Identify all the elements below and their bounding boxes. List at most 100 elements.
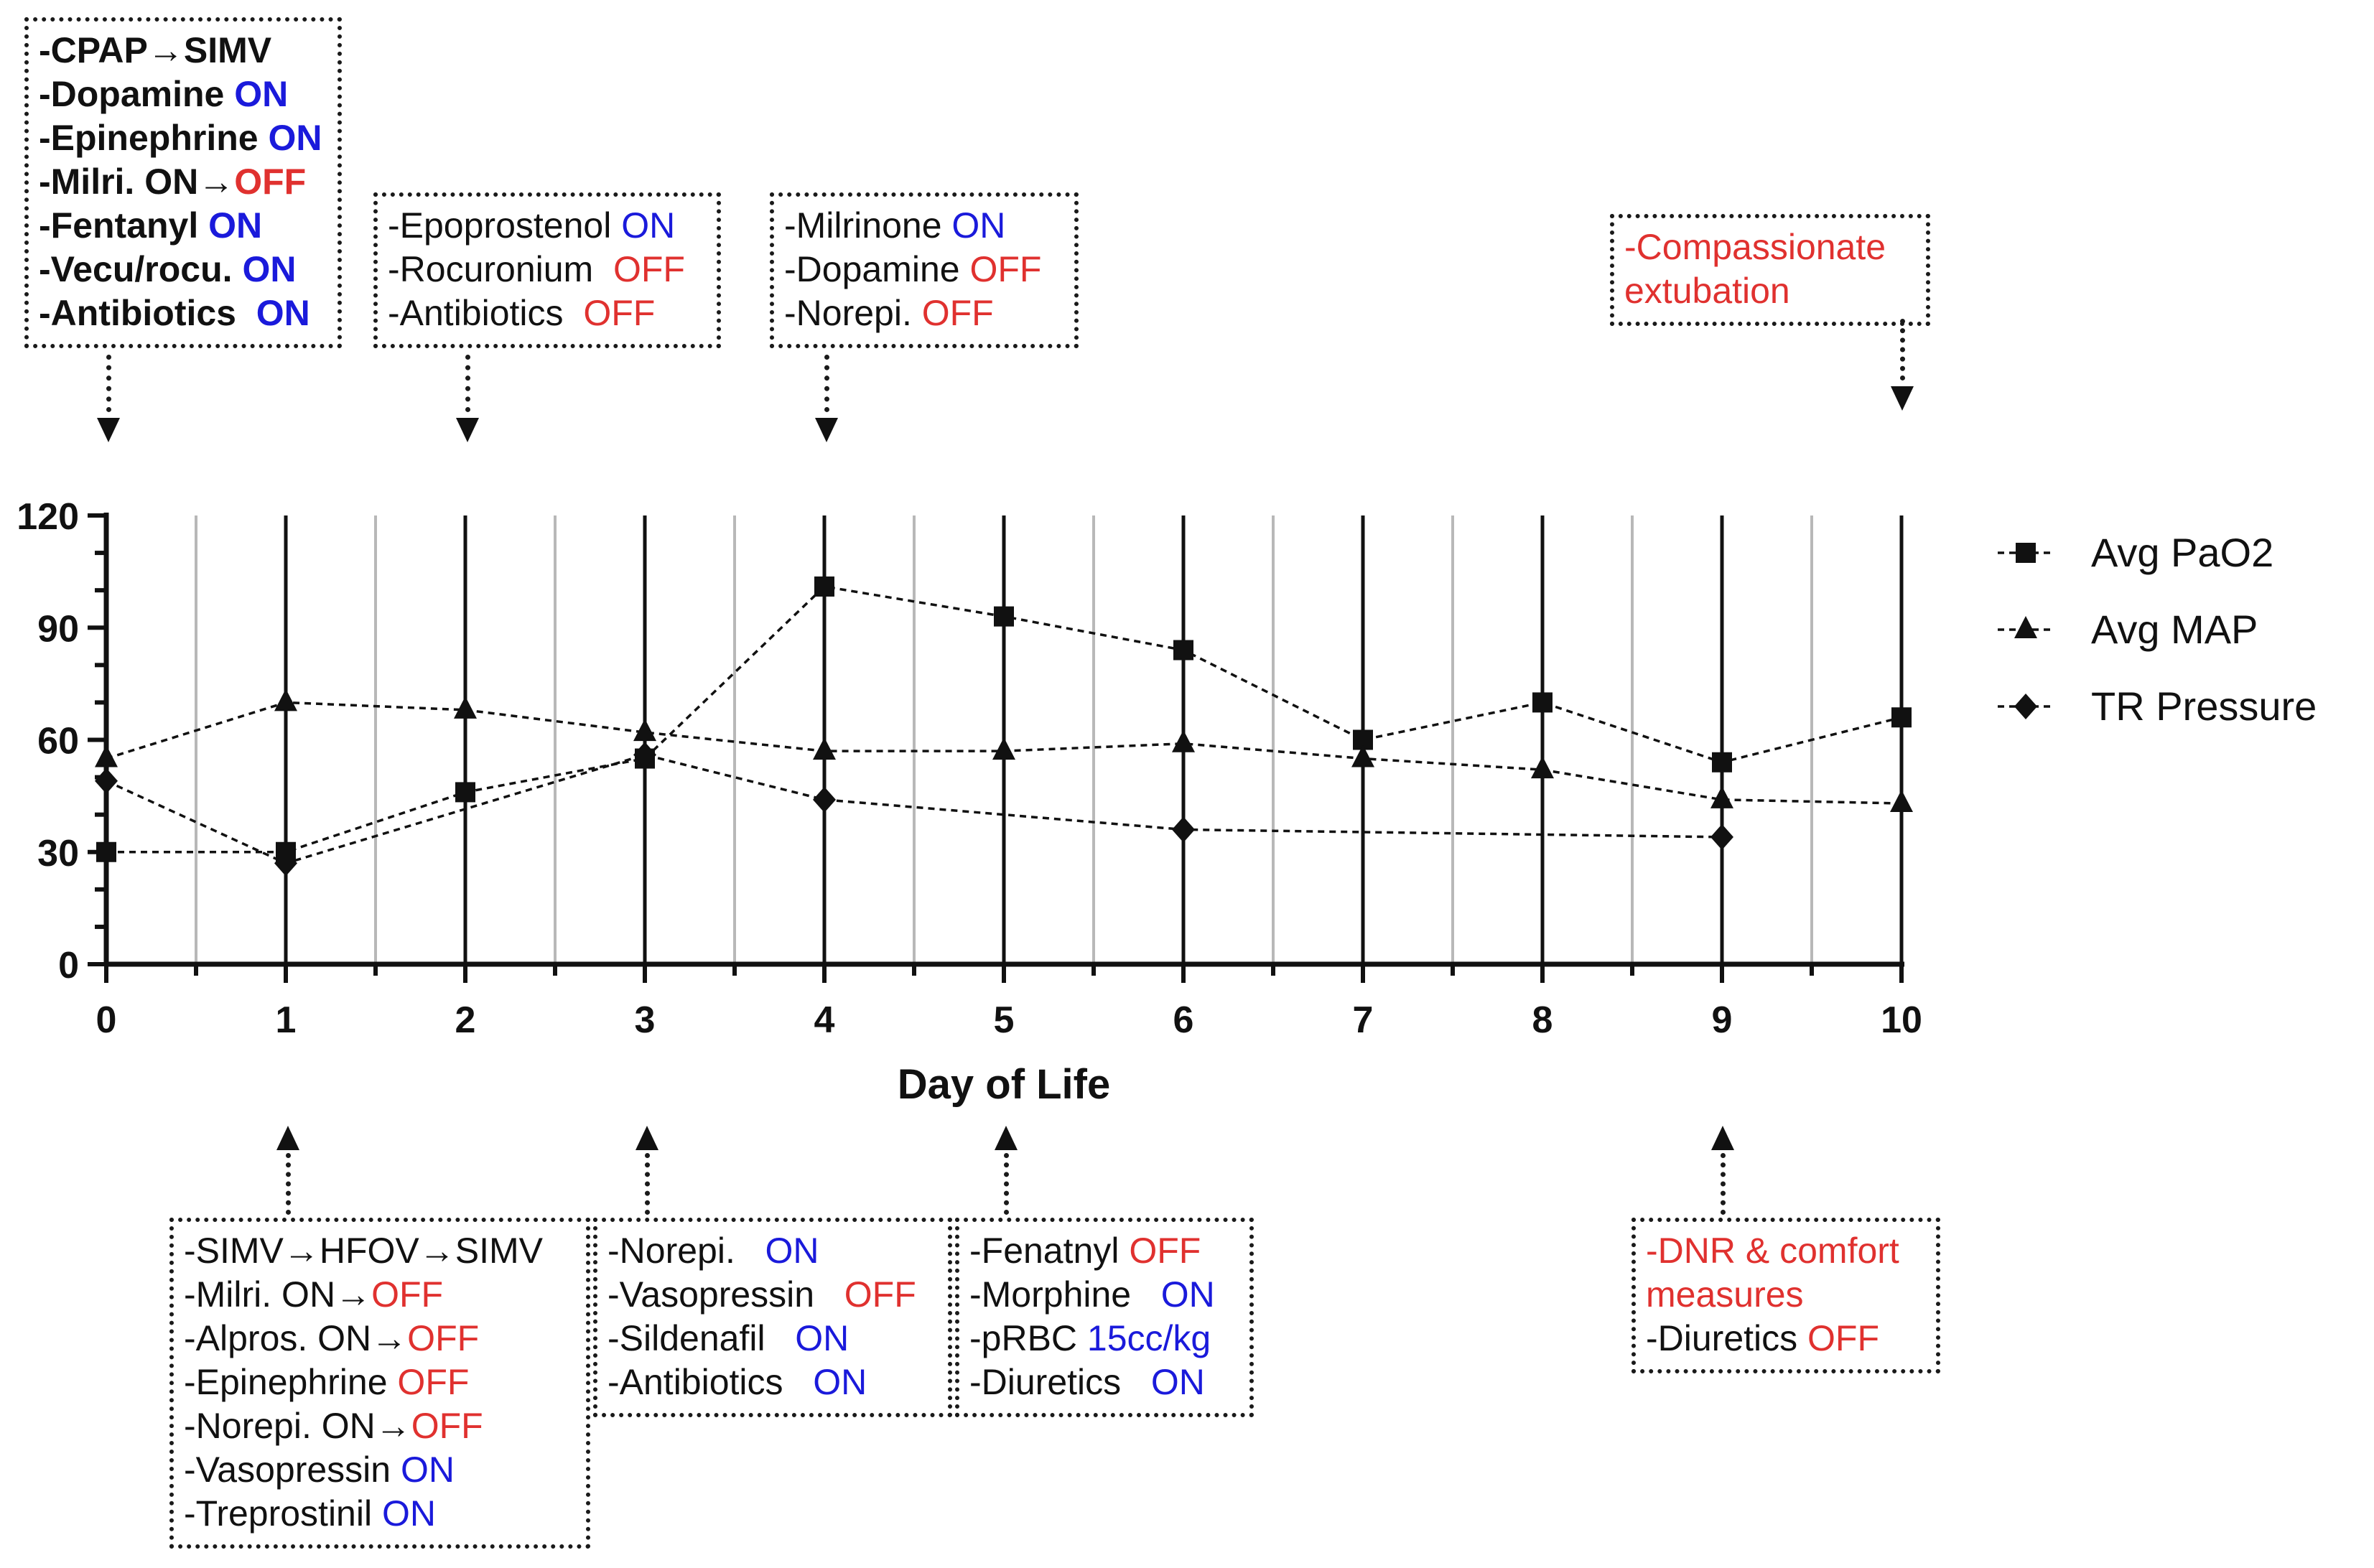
arrow-day2	[465, 355, 470, 412]
annotation-line: -Dopamine OFF	[784, 248, 1064, 291]
arrow-day10	[1900, 319, 1905, 381]
annotation-line: -Epinephrine OFF	[184, 1361, 576, 1404]
annotation-line: -Antibiotics OFF	[388, 291, 707, 335]
data-point	[633, 742, 656, 768]
data-point	[813, 737, 836, 760]
annotation-text: -Epinephrine	[39, 118, 269, 158]
data-point	[274, 850, 297, 877]
y-tick-label: 30	[37, 833, 79, 874]
status-off: OFF	[397, 1362, 470, 1402]
data-point	[454, 696, 477, 719]
data-point	[274, 689, 297, 711]
status-on: ON	[951, 205, 1006, 246]
status-off: -Compassionate	[1624, 227, 1886, 267]
arrow-day0	[106, 355, 111, 412]
annotation-line: -Antibiotics ON	[39, 291, 327, 335]
status-off: OFF	[583, 293, 656, 333]
legend-label: TR Pressure	[2091, 683, 2317, 729]
series-tr-pressure	[95, 742, 1733, 877]
data-point	[1173, 640, 1193, 661]
annotation-line: -Sildenafil ON	[608, 1317, 938, 1361]
annotation-text: -Epoprostenol	[388, 205, 622, 246]
series-avg-pao2	[96, 576, 1912, 862]
axis-labels: 0 30 60 90 120 0 1 2 3 4 5 6 7 8 9 10 Day of Life	[17, 496, 1922, 1108]
legend-marker	[2014, 694, 2037, 719]
status-on: ON	[400, 1450, 455, 1490]
status-off: OFF	[969, 249, 1042, 289]
data-point	[95, 745, 118, 767]
status-off: OFF	[234, 162, 307, 202]
annotation-text: -Sildenafil	[608, 1318, 796, 1358]
annotation-line: -CPAP→SIMV	[39, 29, 327, 73]
arrow-day5	[1004, 1153, 1009, 1215]
data-point	[95, 767, 118, 794]
x-tick-label: 4	[814, 999, 835, 1041]
annotation-text: -Alpros. ON→	[184, 1318, 408, 1358]
data-point	[992, 737, 1015, 760]
annotation-day3: -Norepi. ON -Vasopressin OFF -Sildenafil O…	[593, 1218, 952, 1417]
grid-lines	[195, 515, 1904, 964]
x-tick-label: 2	[455, 999, 476, 1041]
status-off: OFF	[921, 293, 994, 333]
annotation-text: -Milri. ON→	[184, 1274, 372, 1315]
status-on: ON	[1150, 1362, 1205, 1402]
annotation-line: extubation	[1624, 269, 1916, 313]
series-line	[106, 753, 1723, 865]
status-on: ON	[621, 205, 676, 246]
arrow-day1	[286, 1153, 291, 1215]
legend-marker	[2014, 616, 2037, 638]
annotation-line: -Compassionate	[1624, 225, 1916, 269]
annotation-text: -Antibiotics	[388, 293, 584, 333]
data-point	[1712, 752, 1732, 773]
status-on: ON	[256, 293, 310, 333]
arrow-head-day0	[97, 418, 120, 442]
arrow-head-day3	[636, 1126, 658, 1150]
status-off: OFF	[844, 1274, 916, 1315]
annotation-text: -Dopamine	[39, 74, 235, 114]
data-point	[1172, 816, 1195, 843]
annotation-line: -Vasopressin ON	[184, 1448, 576, 1492]
arrow-day3	[645, 1153, 650, 1215]
annotation-line: -Norepi. ON	[608, 1229, 938, 1273]
x-tick-label: 7	[1353, 999, 1374, 1041]
status-off: OFF	[1129, 1231, 1201, 1271]
series	[95, 576, 1913, 877]
arrow-head-day2	[456, 418, 479, 442]
data-point	[96, 841, 116, 862]
data-point	[1710, 823, 1733, 850]
annotation-text: -Norepi.	[608, 1231, 765, 1271]
data-point	[1351, 745, 1374, 767]
annotation-line: measures	[1646, 1273, 1926, 1317]
annotation-text: -Fentanyl	[39, 205, 209, 246]
y-tick-label: 60	[37, 721, 79, 762]
legend-label: Avg MAP	[2091, 607, 2258, 652]
annotation-line: -Norepi. ON→OFF	[184, 1404, 576, 1448]
status-off: OFF	[407, 1318, 480, 1358]
y-tick-label: 0	[58, 945, 79, 986]
data-point	[1891, 707, 1912, 728]
annotation-line: -Norepi. OFF	[784, 291, 1064, 335]
annotation-line: -Epinephrine ON	[39, 116, 327, 160]
data-point	[633, 719, 656, 742]
status-on: 15cc/kg	[1086, 1318, 1211, 1358]
annotation-text: -Epinephrine	[184, 1362, 398, 1402]
annotation-line: -Milrinone ON	[784, 204, 1064, 248]
arrow-day9	[1721, 1153, 1726, 1215]
status-on: ON	[234, 74, 289, 114]
arrow-head-day4	[815, 418, 838, 442]
annotation-day5: -Fenatnyl OFF -Morphine ON -pRBC 15cc/kg -D…	[955, 1218, 1254, 1417]
annotation-text: -Treprostinil	[184, 1493, 382, 1534]
annotation-text: -Rocuronium	[388, 249, 613, 289]
annotation-text: -Milri. ON→	[39, 162, 235, 202]
annotation-line: -Diuretics ON	[969, 1361, 1239, 1404]
annotation-line: -Treprostinil ON	[184, 1492, 576, 1536]
status-off: measures	[1646, 1274, 1804, 1315]
data-point	[1531, 756, 1554, 779]
arrow-head-day1	[276, 1126, 299, 1150]
annotation-text: -Norepi.	[784, 293, 922, 333]
annotation-text: -Vecu/rocu.	[39, 249, 243, 289]
status-off: -DNR & comfort	[1646, 1231, 1899, 1271]
axes	[88, 513, 1904, 983]
status-on: ON	[208, 205, 263, 246]
annotation-line: -Milri. ON→OFF	[184, 1273, 576, 1317]
